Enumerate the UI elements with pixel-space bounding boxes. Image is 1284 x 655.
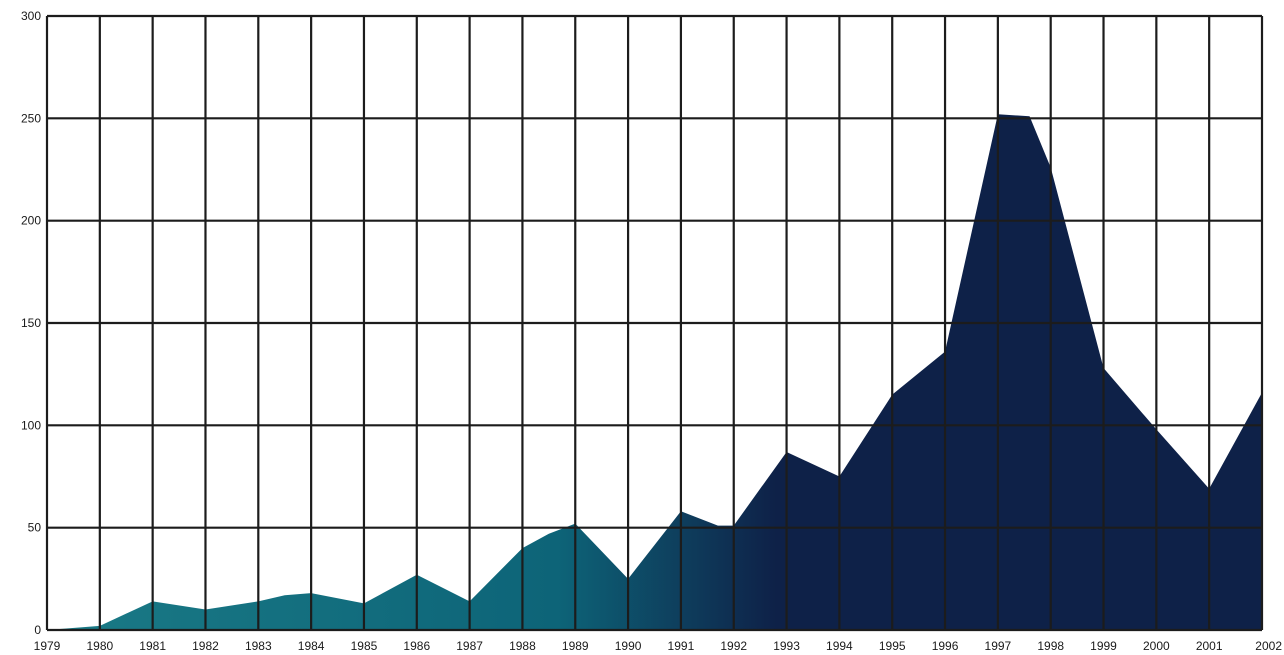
y-tick-label: 100 (21, 418, 41, 432)
x-tick-label: 1984 (298, 639, 325, 653)
x-tick-label: 1983 (245, 639, 272, 653)
x-tick-label: 1996 (932, 639, 959, 653)
x-tick-label: 1994 (826, 639, 853, 653)
x-tick-label: 1989 (562, 639, 589, 653)
x-tick-label: 1999 (1090, 639, 1117, 653)
x-tick-label: 1990 (615, 639, 642, 653)
x-tick-label: 2002 (1255, 639, 1282, 653)
x-tick-label: 1993 (773, 639, 800, 653)
area-series (47, 114, 1262, 631)
y-axis-ticks: 0 50 100 150 200 250 300 (21, 9, 41, 637)
x-axis-ticks: 1979 1980 1981 1982 1983 1984 1985 1986 1987 1988… (34, 639, 1283, 653)
y-tick-label: 150 (21, 316, 41, 330)
x-tick-label: 1987 (456, 639, 483, 653)
x-tick-label: 1979 (34, 639, 61, 653)
y-tick-label: 200 (21, 214, 41, 228)
x-tick-label: 2000 (1143, 639, 1170, 653)
x-tick-label: 1991 (668, 639, 695, 653)
x-tick-label: 2001 (1196, 639, 1223, 653)
y-tick-label: 0 (34, 623, 41, 637)
y-tick-label: 300 (21, 9, 41, 23)
x-tick-label: 1997 (985, 639, 1012, 653)
y-tick-label: 50 (28, 521, 42, 535)
grid-lines (45, 14, 1264, 632)
x-tick-label: 1992 (720, 639, 747, 653)
x-tick-label: 1981 (139, 639, 166, 653)
x-tick-label: 1980 (86, 639, 113, 653)
x-tick-label: 1985 (351, 639, 378, 653)
x-tick-label: 1982 (192, 639, 219, 653)
x-tick-label: 1986 (403, 639, 430, 653)
x-tick-label: 1988 (509, 639, 536, 653)
y-tick-label: 250 (21, 111, 41, 125)
area-layer (47, 114, 1262, 631)
x-tick-label: 1995 (879, 639, 906, 653)
x-tick-label: 1998 (1037, 639, 1064, 653)
